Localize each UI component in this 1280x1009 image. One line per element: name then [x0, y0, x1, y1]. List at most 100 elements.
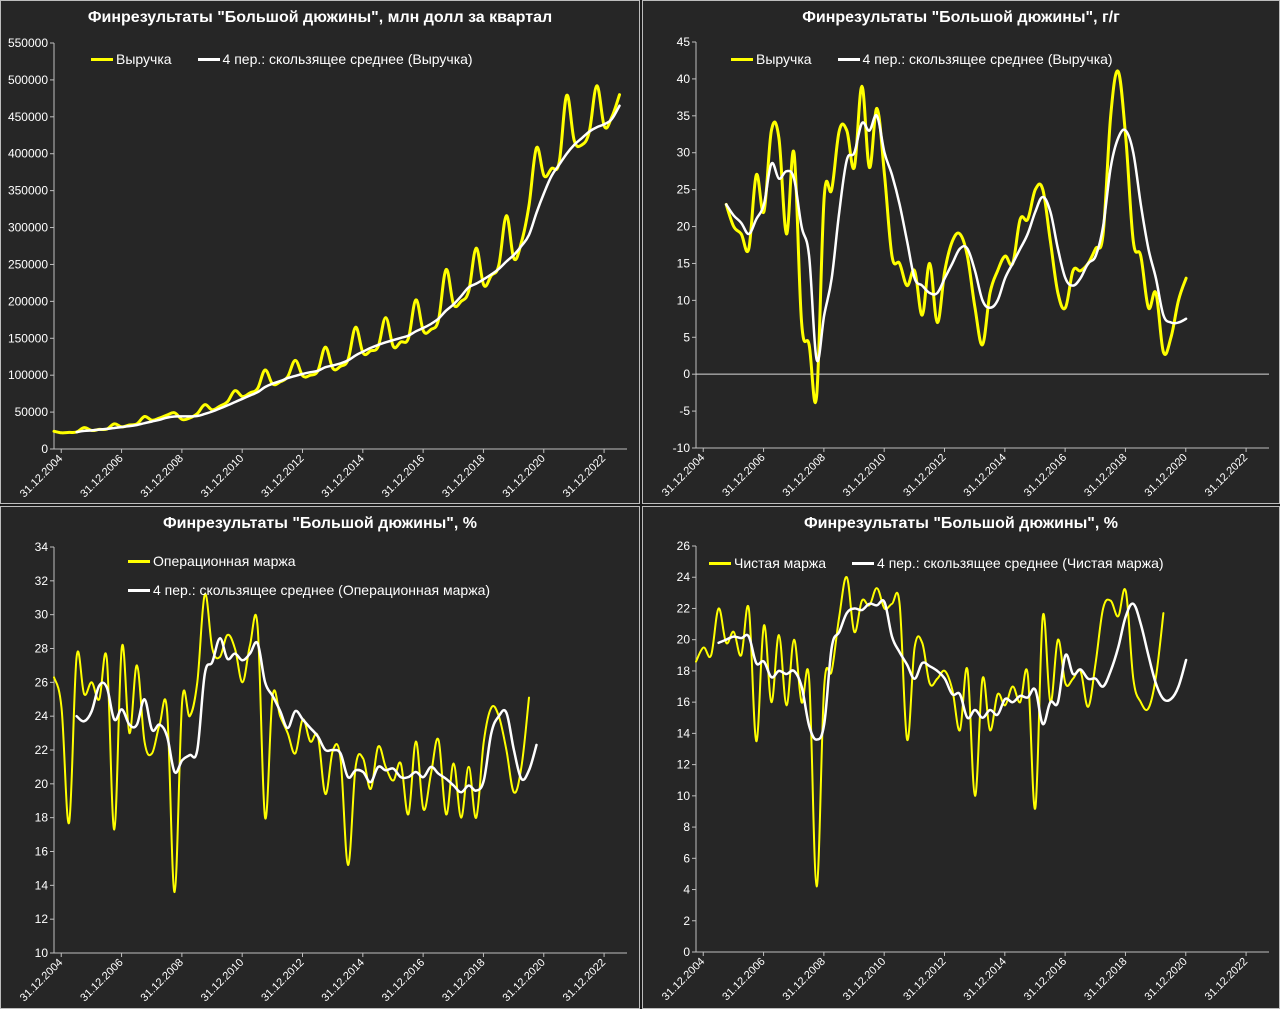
y-tick-label: 20: [677, 633, 691, 647]
y-tick-label: 25: [677, 183, 691, 197]
y-tick-label: 22: [35, 743, 49, 757]
y-tick-label: 26: [677, 539, 691, 553]
y-tick-label: 30: [35, 608, 49, 622]
y-tick-label: 18: [35, 811, 49, 825]
y-tick-label: 50000: [15, 405, 49, 419]
y-tick-label: 500000: [8, 73, 48, 87]
y-tick-label: 5: [683, 330, 690, 344]
chart-title: Финрезультаты "Большой дюжины", г/г: [802, 9, 1120, 26]
y-tick-label: 20: [677, 220, 691, 234]
x-tick-label: 31.12.2018: [440, 453, 487, 500]
x-tick-label: 31.12.2010: [199, 957, 246, 1004]
chart-title: Финрезультаты "Большой дюжины", %: [803, 515, 1118, 532]
chart-legend: Чистая маржа 4 пер.: скользящее среднее …: [709, 555, 1164, 571]
x-tick-label: 31.12.2004: [18, 957, 65, 1004]
y-tick-label: 24: [35, 709, 49, 723]
x-tick-label: 31.12.2008: [781, 956, 828, 1003]
x-tick-label: 31.12.2022: [1203, 956, 1250, 1003]
legend-item-net-margin: Чистая маржа: [709, 555, 826, 571]
y-tick-label: 6: [683, 851, 690, 865]
y-tick-label: 10: [677, 789, 691, 803]
y-tick-label: 0: [683, 945, 690, 959]
y-tick-label: 8: [683, 820, 690, 834]
y-tick-label: 200000: [8, 294, 48, 308]
x-tick-label: 31.12.2016: [380, 957, 427, 1004]
chart-title: Финрезультаты "Большой дюжины", %: [162, 515, 477, 532]
x-tick-label: 31.12.2020: [500, 957, 547, 1004]
x-tick-label: 31.12.2020: [1142, 452, 1189, 499]
x-tick-label: 31.12.2006: [720, 956, 767, 1003]
x-tick-label: 31.12.2022: [1203, 452, 1250, 499]
x-tick-label: 31.12.2014: [320, 957, 367, 1004]
y-tick-label: 40: [677, 72, 691, 86]
x-tick-label: 31.12.2008: [139, 453, 186, 500]
x-tick-label: 31.12.2020: [500, 453, 547, 500]
x-tick-label: 31.12.2014: [962, 956, 1009, 1003]
x-tick-label: 31.12.2012: [259, 957, 306, 1004]
y-tick-label: -5: [679, 404, 690, 418]
y-tick-label: 550000: [8, 36, 48, 50]
net-margin-chart-panel: 0 2 4 6 8 10 12 14 16 18 20 22 24 26 31.12.2004 31.12.2…: [642, 506, 1280, 1009]
y-tick-label: 100000: [8, 368, 48, 382]
y-tick-label: 10: [35, 946, 49, 960]
series-line-primary: [724, 69, 1188, 405]
y-tick-label: 32: [35, 574, 49, 588]
x-tick-label: 31.12.2018: [1082, 452, 1129, 499]
y-tick-label: 30: [677, 146, 691, 160]
y-tick-label: 35: [677, 109, 691, 123]
y-tick-label: 12: [35, 912, 49, 926]
x-tick-label: 31.12.2004: [660, 956, 707, 1003]
revenue-chart: 0 50000 100000 150000 200000 250000 300000 3500…: [8, 36, 627, 500]
chart-legend: Выручка 4 пер.: скользящее среднее (Выру…: [91, 51, 473, 67]
x-tick-label: 31.12.2012: [259, 453, 306, 500]
legend-item-moving-average: 4 пер.: скользящее среднее (Выручка): [197, 51, 473, 67]
y-tick-label: 14: [677, 726, 691, 740]
x-tick-label: 31.12.2010: [841, 452, 888, 499]
revenue-yoy-chart: -10 -5 0 5 10 15 20 25 30 35 40 45 31.12.2004 31.12.2…: [660, 35, 1269, 499]
y-tick-label: 22: [677, 601, 691, 615]
legend-item-moving-average: 4 пер.: скользящее среднее (Операционная…: [128, 582, 490, 598]
y-tick-label: 350000: [8, 184, 48, 198]
operating-margin-chart-panel: 10 12 14 16 18 20 22 24 26 28 30 32 34 31.12.2004 31.1…: [0, 506, 640, 1009]
series-line-moving-average: [717, 599, 1188, 741]
chart-title: Финрезультаты "Большой дюжины", млн долл…: [87, 9, 553, 26]
x-tick-label: 31.12.2022: [561, 453, 608, 500]
x-tick-label: 31.12.2016: [380, 453, 427, 500]
x-tick-label: 31.12.2008: [781, 452, 828, 499]
y-tick-label: 34: [35, 540, 49, 554]
y-tick-label: 450000: [8, 110, 48, 124]
chart-legend: Выручка 4 пер.: скользящее среднее (Выру…: [731, 51, 1113, 67]
legend-item-moving-average: 4 пер.: скользящее среднее (Чистая маржа…: [852, 555, 1164, 571]
y-tick-label: 24: [677, 570, 691, 584]
y-tick-label: 4: [683, 883, 690, 897]
legend-item-moving-average: 4 пер.: скользящее среднее (Выручка): [837, 51, 1113, 67]
x-tick-label: 31.12.2022: [561, 957, 608, 1004]
series-line-primary: [695, 576, 1165, 888]
y-tick-label: 18: [677, 664, 691, 678]
y-tick-label: 45: [677, 35, 691, 49]
x-tick-label: 31.12.2012: [901, 452, 948, 499]
series-line-primary: [53, 593, 530, 894]
y-tick-label: 14: [35, 878, 49, 892]
y-tick-label: 12: [677, 758, 691, 772]
y-tick-label: 20: [35, 777, 49, 791]
y-tick-label: 400000: [8, 147, 48, 161]
y-tick-label: 150000: [8, 331, 48, 345]
y-tick-label: 300000: [8, 221, 48, 235]
y-tick-label: 16: [35, 845, 49, 859]
y-tick-label: 15: [677, 256, 691, 270]
x-tick-label: 31.12.2010: [199, 453, 246, 500]
y-tick-label: 0: [683, 367, 690, 381]
x-tick-label: 31.12.2012: [901, 956, 948, 1003]
y-tick-label: 250000: [8, 257, 48, 271]
x-tick-label: 31.12.2016: [1022, 956, 1069, 1003]
legend-item-operating-margin: Операционная маржа: [128, 553, 490, 569]
x-tick-label: 31.12.2014: [962, 452, 1009, 499]
revenue-yoy-chart-panel: -10 -5 0 5 10 15 20 25 30 35 40 45 31.12.2004 31.12.2…: [642, 0, 1280, 504]
y-tick-label: 2: [683, 914, 690, 928]
operating-margin-chart: 10 12 14 16 18 20 22 24 26 28 30 32 34 31.12.2004 31.1…: [18, 540, 627, 1004]
y-tick-label: -10: [673, 441, 691, 455]
y-tick-label: 0: [41, 442, 48, 456]
chart-legend: Операционная маржа 4 пер.: скользящее ср…: [128, 553, 490, 611]
